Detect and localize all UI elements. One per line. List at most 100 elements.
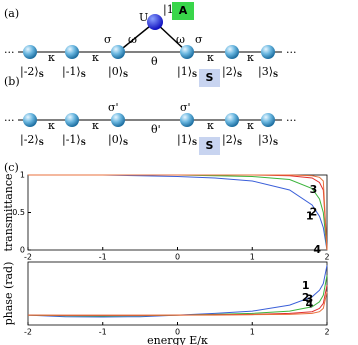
series-label: 1 <box>302 279 310 292</box>
x-tick-label: -2 <box>24 253 32 262</box>
site <box>261 45 275 59</box>
x-tick-label: 0 <box>175 253 180 262</box>
ellipsis: ... <box>286 111 297 124</box>
sigma: σ <box>195 33 203 46</box>
site-label: |1⟩S <box>177 133 197 147</box>
sigma: σ' <box>108 101 119 114</box>
x-tick-label: 1 <box>250 328 255 337</box>
sub: S <box>273 138 278 147</box>
site-label: |3⟩S <box>258 133 278 147</box>
kappa: κ <box>92 51 99 64</box>
kappa: κ <box>247 51 254 64</box>
kappa: κ <box>48 119 55 132</box>
sigma: σ <box>104 33 112 46</box>
ket: |2⟩ <box>222 65 237 79</box>
plot-frame <box>27 174 328 251</box>
y-tick-label: 1 <box>20 171 25 180</box>
site-label: |-1⟩S <box>62 65 86 79</box>
series-line <box>28 174 328 251</box>
series-label: 1 <box>306 209 314 222</box>
ket: |3⟩ <box>258 65 273 79</box>
kappa: κ <box>92 119 99 132</box>
ket: |-1⟩ <box>62 133 81 147</box>
site-box <box>199 137 220 155</box>
sub: S <box>237 70 242 79</box>
sub: S <box>123 138 128 147</box>
site-box <box>199 69 220 87</box>
x-tick-label: 0 <box>175 328 180 337</box>
ket: |0⟩ <box>108 133 123 147</box>
site <box>261 113 275 127</box>
theta: θ' <box>151 123 161 136</box>
ket: |-1⟩ <box>62 65 81 79</box>
atom <box>147 14 163 30</box>
kappa: κ <box>48 51 55 64</box>
y-tick-label: 0 <box>20 246 25 255</box>
ket: |-2⟩ <box>20 133 39 147</box>
x-tick-label: 1 <box>250 253 255 262</box>
site-label: |3⟩S <box>258 65 278 79</box>
sub: S <box>273 70 278 79</box>
ellipsis: ... <box>4 43 15 56</box>
series-label: 2 <box>302 291 310 304</box>
omega: ω <box>128 33 137 46</box>
site-box-label: S <box>206 71 214 84</box>
ket: |1⟩ <box>177 133 192 147</box>
theta: θ <box>151 55 158 68</box>
site-label: |2⟩S <box>222 65 242 79</box>
atom-box-label: A <box>179 4 188 17</box>
site <box>23 45 37 59</box>
atom-box <box>172 2 194 20</box>
kappa: κ <box>207 51 214 64</box>
x-tick-label: 2 <box>324 328 329 337</box>
site <box>65 113 79 127</box>
kappa: κ <box>207 119 214 132</box>
ket: |3⟩ <box>258 133 273 147</box>
atom-label: U <box>139 11 148 24</box>
panel-label: (a) <box>4 7 19 20</box>
sub: S <box>39 138 44 147</box>
site <box>23 113 37 127</box>
y-axis-label: phase (rad) <box>2 262 15 326</box>
series-label: 3 <box>306 292 314 305</box>
x-tick-label: -1 <box>99 328 107 337</box>
sigma: σ' <box>180 101 191 114</box>
series-label: 3 <box>310 183 318 196</box>
kappa: κ <box>247 119 254 132</box>
ket: |-2⟩ <box>20 65 39 79</box>
y-tick-label: 0.5 <box>12 208 25 217</box>
site-label: |-1⟩S <box>62 133 86 147</box>
omega: ω <box>176 33 185 46</box>
ket: |0⟩ <box>108 65 123 79</box>
sub: S <box>81 70 86 79</box>
ellipsis: ... <box>286 43 297 56</box>
series-label: 2 <box>310 206 318 219</box>
sub: S <box>237 138 242 147</box>
x-tick-label: 2 <box>324 253 329 262</box>
y-axis-label: transmittance <box>2 173 15 251</box>
site-label: |0⟩S <box>108 133 128 147</box>
site-label: |1⟩S <box>177 65 197 79</box>
site <box>225 45 239 59</box>
sub: S <box>192 70 197 79</box>
site <box>180 45 194 59</box>
series-line <box>27 275 328 317</box>
site-label: |-2⟩S <box>20 133 44 147</box>
series-label: 4 <box>313 243 321 256</box>
series-label: 4 <box>306 297 314 310</box>
panel-label: (b) <box>4 75 20 88</box>
site <box>225 113 239 127</box>
site <box>180 113 194 127</box>
series-line <box>27 285 328 316</box>
ket: |1⟩ <box>177 65 192 79</box>
x-axis-label: energy E/κ <box>147 334 208 345</box>
site-label: |2⟩S <box>222 133 242 147</box>
panel-label: (c) <box>4 161 19 174</box>
series-line <box>28 291 328 316</box>
sub: S <box>81 138 86 147</box>
site <box>111 113 125 127</box>
site-label: |0⟩S <box>108 65 128 79</box>
site-box-label: S <box>206 139 214 152</box>
series-line <box>28 174 328 251</box>
